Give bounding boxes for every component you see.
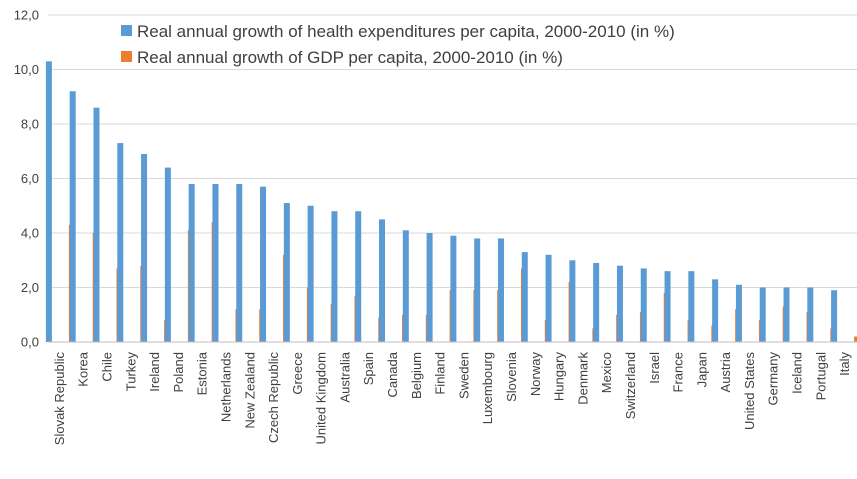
category-label: Denmark (575, 352, 590, 405)
bar-health (783, 287, 790, 342)
category-label: Ireland (147, 352, 162, 392)
category-label: Czech Republic (266, 352, 281, 444)
category-label: Chile (99, 352, 114, 382)
category-label: Belgium (409, 352, 424, 399)
y-tick-label: 12,0 (14, 8, 39, 23)
bar-health (426, 233, 433, 342)
bar-health (593, 262, 600, 342)
bar-health (379, 219, 386, 342)
bar-health (807, 287, 814, 342)
bar-health (164, 167, 171, 342)
legend-label-health: Real annual growth of health expenditure… (137, 22, 675, 41)
bars (45, 61, 857, 343)
category-label: Slovenia (504, 351, 519, 402)
category-label: Switzerland (623, 352, 638, 419)
bar-health (640, 268, 647, 342)
bar-health (616, 265, 623, 342)
bar-health (117, 143, 124, 342)
category-label: Mexico (599, 352, 614, 393)
bar-health (212, 183, 219, 342)
category-label: United States (742, 352, 757, 431)
bar-health (260, 186, 267, 342)
y-tick-label: 2,0 (21, 280, 39, 295)
bar-health (93, 107, 100, 343)
legend-label-gdp: Real annual growth of GDP per capita, 20… (137, 48, 563, 67)
gridlines (48, 14, 857, 288)
bar-health (735, 284, 742, 342)
category-label: New Zealand (242, 352, 257, 429)
bar-health (569, 260, 576, 342)
category-label: France (671, 352, 686, 392)
legend: Real annual growth of health expenditure… (121, 22, 675, 67)
category-label: Korea (76, 351, 91, 386)
bar-health (307, 205, 314, 342)
bar-gdp (854, 336, 857, 342)
category-label: Norway (528, 352, 543, 397)
bar-health (450, 235, 457, 342)
bar-health (497, 238, 504, 342)
category-label: United Kingdom (314, 352, 329, 445)
category-label: Poland (171, 352, 186, 392)
bar-health (355, 211, 362, 342)
legend-swatch-health (121, 25, 132, 36)
category-label: Sweden (456, 352, 471, 399)
bar-health (45, 61, 52, 342)
y-tick-label: 0,0 (21, 335, 39, 350)
category-label: Hungary (552, 352, 567, 402)
category-label: Australia (337, 351, 352, 402)
bar-health (69, 91, 76, 342)
category-label: Canada (385, 351, 400, 397)
y-axis: 0,0 2,0 4,0 6,0 8,0 10,0 12,0 (14, 8, 39, 350)
category-label: Iceland (790, 352, 805, 394)
bar-health (688, 271, 695, 342)
category-label: Slovak Republic (52, 352, 67, 446)
category-label: Netherlands (218, 352, 233, 423)
category-label: Turkey (123, 352, 138, 392)
bar-health (474, 238, 481, 342)
category-label: Germany (766, 352, 781, 406)
x-axis: Slovak Republic Korea Chile Turkey Ireland Po… (48, 341, 857, 446)
bar-health (402, 230, 409, 342)
category-label: Finland (433, 352, 448, 395)
bar-health (331, 211, 338, 342)
category-label: Spain (361, 352, 376, 385)
y-tick-label: 6,0 (21, 171, 39, 186)
bar-health (188, 183, 195, 342)
bar-health (236, 183, 243, 342)
bar-health (712, 279, 719, 342)
bar-health (545, 254, 552, 342)
category-label: Austria (718, 351, 733, 392)
category-label: Israel (647, 352, 662, 384)
category-label: Greece (290, 352, 305, 395)
bar-health (141, 153, 148, 342)
category-label: Japan (694, 352, 709, 387)
bar-health (759, 287, 766, 342)
y-tick-label: 4,0 (21, 226, 39, 241)
bar-health (521, 252, 528, 342)
category-label: Italy (837, 352, 852, 376)
category-label: Luxembourg (480, 352, 495, 424)
bar-health (831, 290, 838, 342)
bar-health (664, 271, 671, 342)
y-tick-label: 10,0 (14, 62, 39, 77)
bar-health (283, 203, 290, 342)
legend-swatch-gdp (121, 51, 132, 62)
category-label: Portugal (813, 352, 828, 401)
y-tick-label: 8,0 (21, 117, 39, 132)
category-label: Estonia (195, 351, 210, 395)
